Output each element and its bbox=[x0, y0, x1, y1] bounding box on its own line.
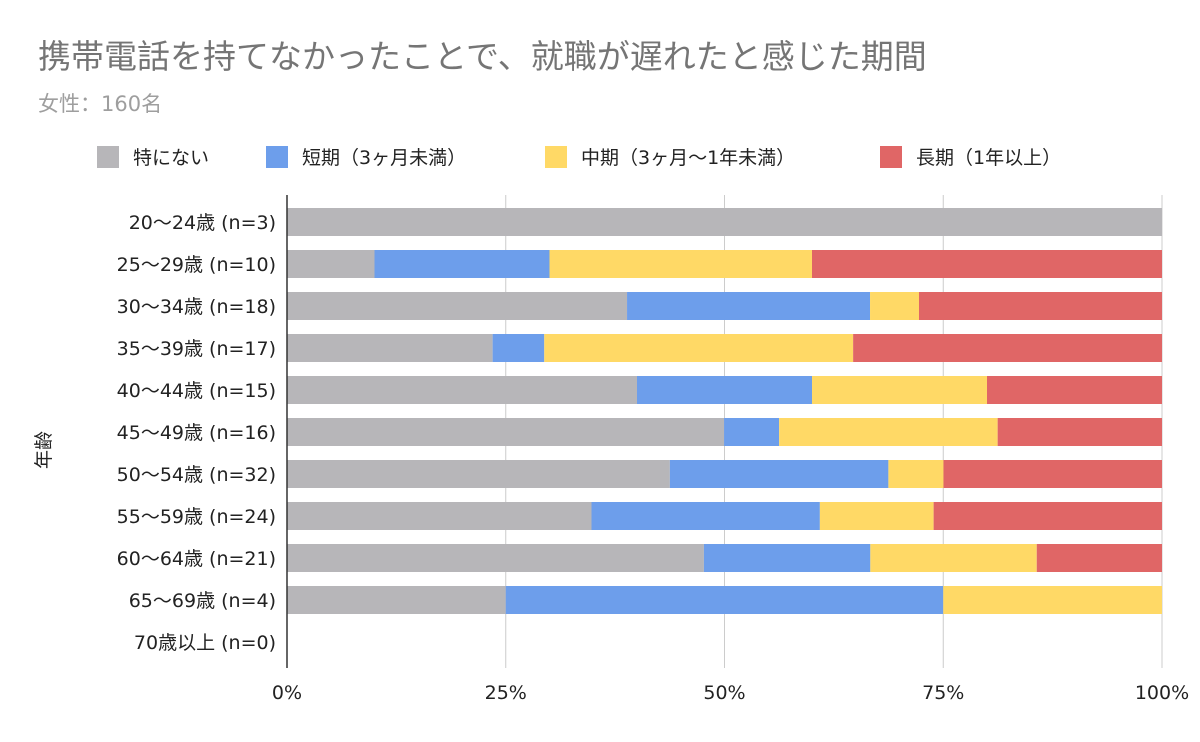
chart-subtitle: 女性：160名 bbox=[38, 92, 162, 116]
category-labels: 20〜24歳 (n=3) 25〜29歳 (n=10) 30〜34歳 (n=18) 35… bbox=[117, 212, 276, 654]
bar-segment bbox=[819, 502, 934, 530]
bar-segment bbox=[374, 250, 550, 278]
category-label: 20〜24歳 (n=3) bbox=[129, 212, 276, 234]
category-label: 65〜69歳 (n=4) bbox=[129, 590, 276, 612]
legend: 特にない 短期（3ヶ月未満） 中期（3ヶ月〜1年未満） 長期（1年以上） bbox=[97, 146, 1061, 169]
category-label: 35〜39歳 (n=17) bbox=[117, 338, 276, 360]
bar-segment bbox=[987, 376, 1162, 404]
legend-label: 長期（1年以上） bbox=[916, 147, 1061, 169]
bar-segment bbox=[1036, 544, 1162, 572]
bar-segment bbox=[997, 418, 1162, 446]
x-tick-label: 50% bbox=[703, 682, 745, 704]
bar-segment bbox=[492, 334, 545, 362]
bar-segment bbox=[943, 586, 1162, 614]
legend-label: 中期（3ヶ月〜1年未満） bbox=[581, 147, 795, 169]
bar-segment bbox=[591, 502, 820, 530]
bar-segment bbox=[287, 208, 1162, 236]
bar-segment bbox=[627, 292, 871, 320]
x-tick-label: 100% bbox=[1135, 682, 1189, 704]
legend-swatch bbox=[545, 146, 567, 168]
category-label: 25〜29歳 (n=10) bbox=[117, 254, 276, 276]
bar-segment bbox=[287, 292, 628, 320]
bar-segment bbox=[287, 544, 704, 572]
bar-segment bbox=[888, 460, 944, 488]
bar-segment bbox=[287, 586, 506, 614]
legend-swatch bbox=[97, 146, 119, 168]
bars bbox=[286, 195, 1162, 668]
x-tick-label: 25% bbox=[485, 682, 527, 704]
bar-segment bbox=[870, 292, 919, 320]
legend-swatch bbox=[266, 146, 288, 168]
bar-segment bbox=[779, 418, 998, 446]
category-label: 40〜44歳 (n=15) bbox=[117, 380, 276, 402]
category-label: 30〜34歳 (n=18) bbox=[117, 296, 276, 318]
bar-segment bbox=[287, 502, 592, 530]
bar-segment bbox=[870, 544, 1037, 572]
bar-segment bbox=[943, 460, 1162, 488]
bar-segment bbox=[505, 586, 944, 614]
legend-label: 短期（3ヶ月未満） bbox=[302, 147, 466, 169]
category-label: 70歳以上 (n=0) bbox=[134, 632, 276, 654]
category-label: 55〜59歳 (n=24) bbox=[117, 506, 276, 528]
bar-segment bbox=[544, 334, 854, 362]
x-tick-label: 75% bbox=[922, 682, 964, 704]
bar-segment bbox=[724, 418, 780, 446]
bar-segment bbox=[287, 376, 637, 404]
bar-segment bbox=[669, 460, 889, 488]
bar-segment bbox=[918, 292, 1162, 320]
category-label: 60〜64歳 (n=21) bbox=[117, 548, 276, 570]
bar-segment bbox=[853, 334, 1162, 362]
y-axis-title: 年齢 bbox=[33, 431, 55, 469]
x-tick-label: 0% bbox=[272, 682, 302, 704]
chart-title: 携帯電話を持てなかったことで、就職が遅れたと感じた期間 bbox=[38, 37, 927, 76]
legend-label: 特にない bbox=[133, 147, 209, 169]
legend-swatch bbox=[880, 146, 902, 168]
bar-segment bbox=[933, 502, 1162, 530]
bar-segment bbox=[812, 250, 1162, 278]
bar-segment bbox=[287, 334, 493, 362]
category-label: 45〜49歳 (n=16) bbox=[117, 422, 276, 444]
bar-segment bbox=[287, 460, 670, 488]
bar-segment bbox=[287, 418, 725, 446]
bar-segment bbox=[637, 376, 812, 404]
bar-segment bbox=[549, 250, 812, 278]
x-tick-labels: 0% 25% 50% 75% 100% bbox=[272, 682, 1189, 704]
bar-segment bbox=[287, 250, 375, 278]
category-label: 50〜54歳 (n=32) bbox=[117, 464, 276, 486]
bar-segment bbox=[703, 544, 871, 572]
bar-segment bbox=[812, 376, 987, 404]
